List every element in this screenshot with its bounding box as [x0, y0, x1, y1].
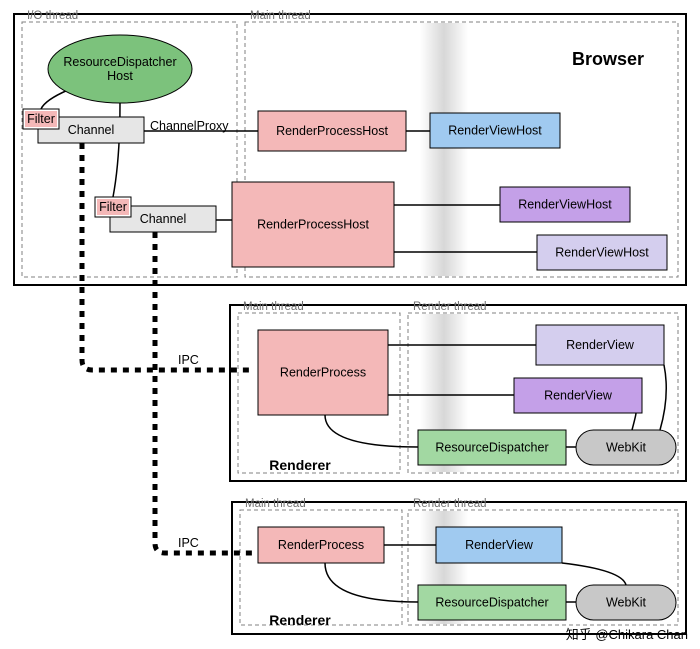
node-filter2: Filter: [95, 197, 131, 217]
svg-text:ResourceDispatcher: ResourceDispatcher: [63, 55, 176, 69]
node-rph2: RenderProcessHost: [232, 182, 394, 267]
svg-text:ResourceDispatcher: ResourceDispatcher: [435, 596, 548, 610]
node-cproxy: ChannelProxy: [150, 119, 229, 133]
svg-text:Render thread: Render thread: [413, 301, 487, 313]
svg-text:Render thread: Render thread: [413, 498, 487, 510]
svg-text:RenderProcess: RenderProcess: [280, 366, 366, 380]
svg-text:RenderView: RenderView: [566, 338, 635, 352]
svg-text:Channel: Channel: [68, 123, 115, 137]
svg-text:Renderer: Renderer: [269, 612, 331, 628]
svg-text:IPC: IPC: [178, 536, 199, 550]
svg-text:RenderViewHost: RenderViewHost: [518, 198, 612, 212]
svg-text:Browser: Browser: [572, 49, 644, 69]
node-rp1: RenderProcess: [258, 330, 388, 415]
svg-text:RenderProcess: RenderProcess: [278, 538, 364, 552]
svg-text:Channel: Channel: [140, 212, 187, 226]
node-rv2: RenderView: [436, 527, 562, 563]
node-rph1: RenderProcessHost: [258, 111, 406, 151]
svg-text:RenderViewHost: RenderViewHost: [448, 124, 542, 138]
svg-text:I/O thread: I/O thread: [27, 10, 78, 22]
node-filter1: Filter: [23, 109, 59, 129]
svg-text:Filter: Filter: [27, 112, 55, 126]
svg-text:Main thread: Main thread: [243, 301, 304, 313]
architecture-diagram: ResourceDispatcherHostChannelChannelChan…: [0, 0, 700, 649]
svg-text:Main thread: Main thread: [250, 10, 311, 22]
svg-text:WebKit: WebKit: [606, 596, 647, 610]
node-rvh3: RenderViewHost: [537, 235, 667, 270]
node-wk1: WebKit: [576, 430, 676, 465]
node-rd1: ResourceDispatcher: [418, 430, 566, 465]
svg-text:RenderProcessHost: RenderProcessHost: [257, 218, 369, 232]
svg-text:Renderer: Renderer: [269, 457, 331, 473]
svg-text:IPC: IPC: [178, 353, 199, 367]
svg-text:RenderProcessHost: RenderProcessHost: [276, 124, 388, 138]
node-rv1b: RenderView: [514, 378, 642, 413]
svg-text:Host: Host: [107, 69, 133, 83]
node-wk2: WebKit: [576, 585, 676, 620]
node-rvh2: RenderViewHost: [500, 187, 630, 222]
svg-text:RenderView: RenderView: [544, 389, 613, 403]
node-rv1a: RenderView: [536, 325, 664, 365]
svg-text:WebKit: WebKit: [606, 441, 647, 455]
node-rd2: ResourceDispatcher: [418, 585, 566, 620]
svg-text:ResourceDispatcher: ResourceDispatcher: [435, 441, 548, 455]
node-rdh: ResourceDispatcherHost: [48, 35, 192, 103]
svg-text:RenderViewHost: RenderViewHost: [555, 246, 649, 260]
node-rvh1: RenderViewHost: [430, 113, 560, 148]
svg-text:Main thread: Main thread: [245, 498, 306, 510]
svg-text:RenderView: RenderView: [465, 538, 534, 552]
svg-text:Filter: Filter: [99, 200, 127, 214]
node-rp2: RenderProcess: [258, 527, 384, 563]
watermark: 知乎 @Chikara Chan: [566, 624, 688, 643]
svg-text:ChannelProxy: ChannelProxy: [150, 119, 229, 133]
